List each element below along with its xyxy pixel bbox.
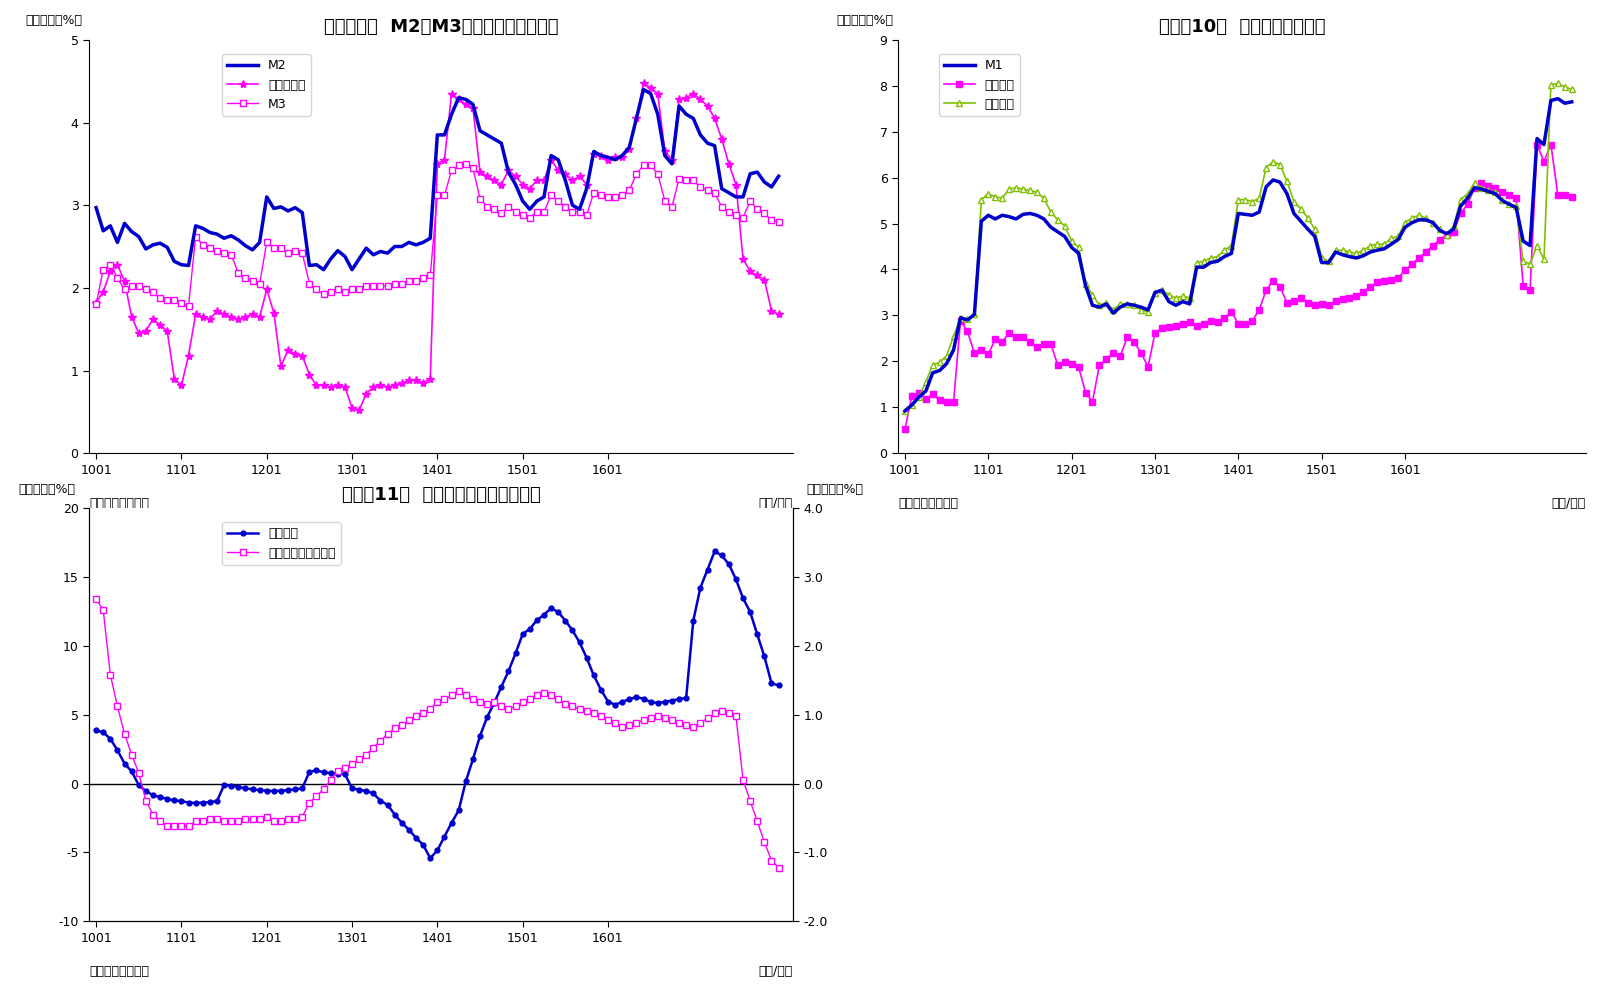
Legend: M1, 現金通貨, 預金通貨: M1, 現金通貨, 預金通貨 (938, 55, 1019, 116)
現金通貨 (1527, 138, 1547, 150)
投資信託 (484, 697, 503, 709)
現金通貨 (1228, 318, 1247, 330)
M2 (314, 264, 333, 276)
Line: 預金通貨: 預金通貨 (901, 80, 1576, 414)
準通貨（右メモリ） (264, 816, 283, 828)
M2 (86, 201, 105, 213)
投資信託 (136, 785, 155, 797)
Line: 広義流動性: 広義流動性 (92, 79, 783, 414)
現金通貨 (943, 395, 963, 407)
投資信託 (769, 679, 788, 691)
Title: （図表９）  M2、M3、広義流動性の動き: （図表９） M2、M3、広義流動性の動き (324, 18, 558, 36)
預金通貨 (1228, 193, 1247, 205)
準通貨（右メモリ） (108, 700, 128, 712)
M3 (180, 300, 199, 312)
M2 (484, 133, 503, 145)
M2 (136, 243, 155, 255)
預金通貨 (943, 330, 963, 342)
預金通貨 (895, 405, 914, 417)
M3 (108, 272, 128, 284)
広義流動性 (484, 174, 503, 186)
M1 (943, 344, 963, 356)
預金通貨 (1069, 241, 1089, 253)
Text: （前年比、%）: （前年比、%） (26, 14, 83, 28)
広義流動性 (349, 404, 369, 416)
預金通貨 (1548, 78, 1568, 90)
M2 (264, 202, 283, 214)
Legend: M2, 広義流動性, M3: M2, 広義流動性, M3 (222, 55, 311, 116)
M3 (492, 207, 511, 219)
投資信託 (620, 693, 639, 705)
投資信託 (435, 831, 455, 843)
M3 (456, 157, 476, 169)
M1 (1069, 247, 1089, 259)
広義流動性 (435, 153, 455, 165)
Text: （資料）日本銀行: （資料）日本銀行 (89, 965, 149, 978)
現金通貨 (1277, 297, 1296, 309)
M2 (769, 170, 788, 182)
Line: 投資信託: 投資信託 (94, 549, 781, 861)
広義流動性 (86, 297, 105, 309)
Title: （図表11）  投資信託と準通貨の動き: （図表11） 投資信託と準通貨の動き (341, 486, 540, 504)
M1 (895, 405, 914, 417)
Line: 現金通貨: 現金通貨 (903, 141, 1574, 432)
広義流動性 (634, 77, 654, 89)
Line: M1: M1 (904, 99, 1571, 411)
Legend: 投資信託, 準通貨（右メモリ）: 投資信託, 準通貨（右メモリ） (222, 523, 341, 565)
M2 (620, 141, 639, 153)
M2 (634, 84, 654, 96)
Text: （前年比、%）: （前年比、%） (837, 14, 893, 28)
準通貨（右メモリ） (86, 593, 105, 605)
準通貨（右メモリ） (769, 862, 788, 873)
準通貨（右メモリ） (613, 721, 633, 733)
M2 (108, 236, 128, 248)
広義流動性 (769, 309, 788, 321)
M2 (435, 128, 455, 140)
準通貨（右メモリ） (427, 696, 447, 708)
M1 (1409, 214, 1429, 226)
Text: （年/月）: （年/月） (759, 497, 793, 510)
広義流動性 (108, 259, 128, 271)
M3 (272, 242, 291, 254)
Text: （年/月）: （年/月） (1552, 497, 1586, 510)
M3 (136, 284, 155, 296)
預金通貨 (1409, 209, 1429, 221)
M3 (769, 216, 788, 228)
投資信託 (705, 546, 725, 558)
M3 (86, 299, 105, 311)
広義流動性 (264, 307, 283, 319)
広義流動性 (136, 325, 155, 337)
預金通貨 (1277, 175, 1296, 187)
預金通貨 (1561, 84, 1581, 96)
M1 (1228, 207, 1247, 219)
現金通貨 (895, 423, 914, 435)
Text: （資料）日本銀行: （資料）日本銀行 (898, 497, 958, 510)
準通貨（右メモリ） (136, 795, 155, 807)
投資信託 (421, 853, 440, 865)
広義流動性 (620, 143, 639, 155)
Line: M3: M3 (94, 161, 781, 309)
Text: （年/月）: （年/月） (759, 965, 793, 978)
M1 (1277, 187, 1296, 199)
現金通貨 (1069, 361, 1089, 373)
Line: 準通貨（右メモリ）: 準通貨（右メモリ） (94, 597, 781, 871)
M3 (435, 189, 455, 201)
M1 (1548, 93, 1568, 105)
現金通貨 (1561, 191, 1581, 203)
準通貨（右メモリ） (477, 698, 497, 710)
投資信託 (108, 744, 128, 756)
M1 (916, 385, 935, 397)
Text: （前年比、%）: （前年比、%） (806, 482, 864, 496)
現金通貨 (916, 393, 935, 405)
Text: （資料）日本銀行: （資料）日本銀行 (89, 497, 149, 510)
投資信託 (86, 724, 105, 736)
M1 (1561, 96, 1581, 108)
預金通貨 (916, 376, 935, 388)
M3 (626, 167, 646, 179)
現金通貨 (1409, 252, 1429, 264)
投資信託 (264, 785, 283, 797)
Title: （図表10）  現金・預金の動き: （図表10） 現金・預金の動き (1158, 18, 1325, 36)
Line: M2: M2 (95, 90, 778, 270)
Text: （前年比、%）: （前年比、%） (18, 482, 76, 496)
